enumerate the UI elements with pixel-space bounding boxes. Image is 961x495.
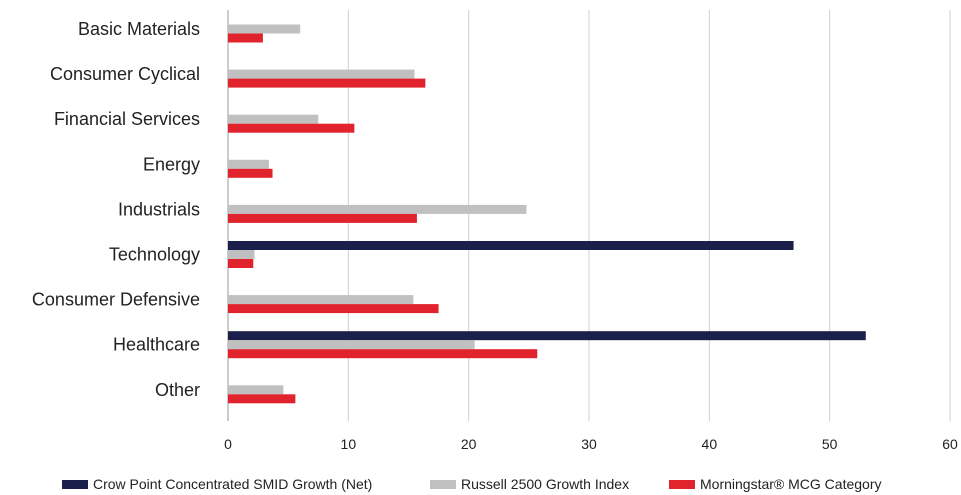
- bars: [228, 24, 866, 404]
- x-tick-label: 10: [341, 436, 357, 452]
- bar-energy-series-2: [228, 159, 269, 169]
- bar-consumer-defensive-series-3: [228, 304, 439, 314]
- bar-consumer-defensive-series-2: [228, 295, 414, 305]
- legend: Crow Point Concentrated SMID Growth (Net…: [62, 476, 881, 492]
- legend-label: Crow Point Concentrated SMID Growth (Net…: [93, 476, 372, 492]
- category-label: Technology: [109, 245, 200, 265]
- category-label: Consumer Cyclical: [50, 64, 200, 84]
- bar-technology-series-3: [228, 259, 254, 268]
- x-tick-label: 20: [461, 436, 477, 452]
- category-label: Basic Materials: [78, 19, 200, 39]
- category-label: Other: [155, 380, 200, 400]
- legend-label: Russell 2500 Growth Index: [461, 476, 629, 492]
- category-label: Financial Services: [54, 109, 200, 129]
- x-tick-label: 30: [581, 436, 597, 452]
- bar-consumer-cyclical-series-3: [228, 78, 426, 88]
- bar-consumer-cyclical-series-2: [228, 69, 415, 79]
- category-label: Energy: [143, 154, 200, 174]
- category-label: Industrials: [118, 199, 200, 219]
- bar-financial-services-series-3: [228, 123, 355, 133]
- bar-energy-series-3: [228, 168, 273, 178]
- bar-technology-series-1: [228, 241, 794, 250]
- x-tick-label: 60: [942, 436, 958, 452]
- bar-industrials-series-3: [228, 213, 417, 223]
- x-tick-label: 50: [822, 436, 838, 452]
- bar-healthcare-series-2: [228, 340, 475, 350]
- bar-other-series-2: [228, 385, 284, 395]
- x-tick-labels: 0 10 20 30 40 50 60: [224, 436, 958, 452]
- x-tick-label: 40: [702, 436, 718, 452]
- bar-basic-materials-series-2: [228, 24, 301, 34]
- bar-other-series-3: [228, 394, 296, 404]
- legend-swatch: [62, 480, 88, 489]
- bar-healthcare-series-3: [228, 349, 538, 359]
- legend-label: Morningstar® MCG Category: [700, 476, 881, 492]
- category-label: Consumer Defensive: [32, 290, 200, 310]
- bar-basic-materials-series-3: [228, 33, 263, 43]
- bar-healthcare-series-1: [228, 331, 866, 341]
- x-tick-label: 0: [224, 436, 232, 452]
- bar-technology-series-2: [228, 250, 255, 259]
- legend-swatch: [669, 480, 695, 489]
- legend-swatch: [430, 480, 456, 489]
- bar-financial-services-series-2: [228, 114, 319, 124]
- bar-industrials-series-2: [228, 204, 527, 214]
- category-label: Healthcare: [113, 335, 200, 355]
- category-labels: Basic Materials Consumer Cyclical Financia…: [32, 19, 200, 400]
